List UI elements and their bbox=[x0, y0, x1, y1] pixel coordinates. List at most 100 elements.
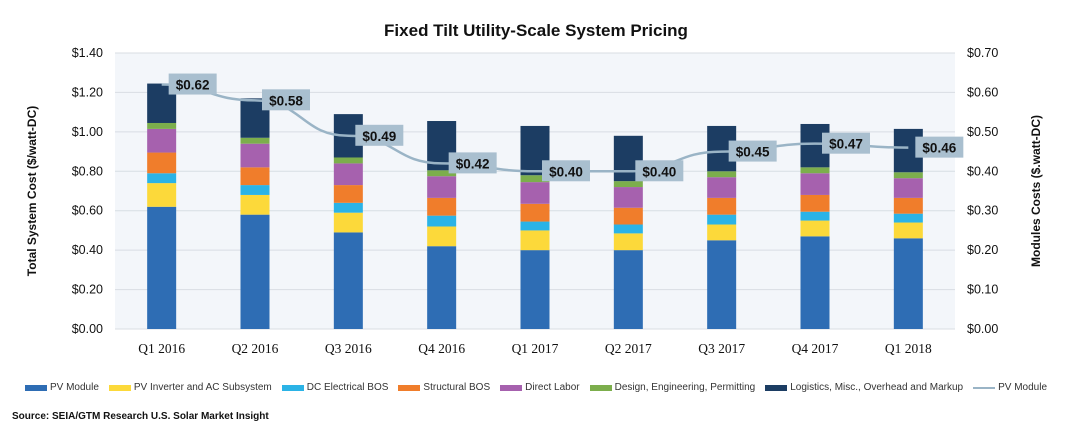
bar-segment-pv-module bbox=[333, 232, 363, 329]
legend-swatch bbox=[500, 384, 523, 391]
bar-segment-direct-labor bbox=[240, 143, 270, 168]
bar-segment-design-engineering-permitting bbox=[893, 172, 923, 179]
y2-tick-label: $0.20 bbox=[967, 243, 998, 257]
bar-segment-design-engineering-permitting bbox=[427, 170, 457, 177]
bar-segment-pv-module bbox=[613, 250, 643, 329]
legend-label: PV Module bbox=[49, 382, 99, 393]
bar-segment-direct-labor bbox=[800, 173, 830, 195]
bar-segment-pv-module bbox=[800, 236, 830, 329]
bar-segment-pv-inverter-and-ac-subsystem bbox=[147, 183, 177, 207]
bar-segment-structural-bos bbox=[240, 167, 270, 186]
chart-svg: Fixed Tilt Utility-Scale System Pricing … bbox=[25, 21, 1043, 356]
bar-segment-pv-inverter-and-ac-subsystem bbox=[520, 230, 550, 251]
legend-item: DC Electrical BOS bbox=[281, 382, 389, 393]
data-label-box bbox=[915, 136, 964, 158]
legend-item: Structural BOS bbox=[398, 382, 490, 393]
legend-label: Direct Labor bbox=[525, 382, 580, 393]
y2-tick-label: $0.10 bbox=[967, 283, 998, 297]
legend-swatch bbox=[765, 384, 788, 391]
bar-segment-dc-electrical-bos bbox=[147, 173, 177, 184]
legend-label: Design, Engineering, Permitting bbox=[614, 382, 756, 393]
y-tick-label: $0.80 bbox=[72, 164, 103, 178]
bar-segment-design-engineering-permitting bbox=[147, 122, 177, 129]
bar-segment-pv-inverter-and-ac-subsystem bbox=[240, 194, 270, 215]
legend-swatch bbox=[973, 386, 996, 389]
y2-tick-label: $0.70 bbox=[967, 46, 998, 60]
legend-swatch bbox=[24, 384, 47, 391]
y-tick-label: $0.60 bbox=[72, 204, 103, 218]
legend-label: Logistics, Misc., Overhead and Markup bbox=[790, 382, 964, 393]
bar-segment-dc-electrical-bos bbox=[240, 185, 270, 195]
chart-title: Fixed Tilt Utility-Scale System Pricing bbox=[384, 21, 688, 40]
x-tick-label: Q4 2016 bbox=[418, 341, 465, 356]
bar-segment-direct-labor bbox=[707, 177, 737, 198]
data-label: $0.58 bbox=[269, 93, 303, 108]
bar-segment-dc-electrical-bos bbox=[427, 215, 457, 227]
bar-segment-dc-electrical-bos bbox=[800, 211, 830, 221]
bar-segment-pv-inverter-and-ac-subsystem bbox=[427, 226, 457, 247]
y-tick-label: $1.20 bbox=[72, 85, 103, 99]
legend-label: DC Electrical BOS bbox=[306, 382, 389, 393]
bar-segment-design-engineering-permitting bbox=[613, 181, 643, 188]
legend-item: PV Module bbox=[973, 382, 1047, 393]
bar-segment-design-engineering-permitting bbox=[333, 157, 363, 164]
bar-segment-pv-module bbox=[147, 206, 177, 329]
bar-segment-dc-electrical-bos bbox=[520, 221, 550, 231]
bar-segment-pv-module bbox=[240, 214, 270, 329]
legend-item: PV Inverter and AC Subsystem bbox=[108, 382, 272, 393]
bar-segment-structural-bos bbox=[613, 207, 643, 225]
bar-segment-pv-module bbox=[893, 238, 923, 329]
x-tick-label: Q3 2016 bbox=[325, 341, 372, 356]
data-label-box bbox=[822, 132, 870, 154]
bar-segment-dc-electrical-bos bbox=[893, 213, 923, 223]
bar-segment-structural-bos bbox=[520, 203, 550, 222]
bar-segment-structural-bos bbox=[893, 197, 923, 214]
bar-segment-design-engineering-permitting bbox=[800, 167, 830, 174]
bar-segment-structural-bos bbox=[800, 194, 830, 212]
bar-segment-structural-bos bbox=[427, 197, 457, 216]
data-label-box bbox=[168, 73, 217, 95]
data-label-box bbox=[542, 160, 590, 182]
bar-segment-structural-bos bbox=[147, 152, 177, 174]
y-axis-label: Total System Cost ($/watt-DC) bbox=[25, 106, 39, 276]
y2-tick-label: $0.60 bbox=[967, 85, 998, 99]
source-note: Source: SEIA/GTM Research U.S. Solar Mar… bbox=[12, 411, 269, 422]
x-tick-label: Q1 2016 bbox=[138, 341, 185, 356]
bar-segment-direct-labor bbox=[147, 128, 177, 153]
legend-item: PV Module bbox=[24, 382, 99, 393]
legend-swatch bbox=[108, 384, 131, 391]
bar-segment-pv-module bbox=[707, 240, 737, 329]
legend-label: PV Inverter and AC Subsystem bbox=[133, 382, 272, 393]
y2-tick-label: $0.00 bbox=[967, 322, 998, 336]
x-tick-label: Q2 2017 bbox=[605, 341, 652, 356]
y2-tick-label: $0.50 bbox=[967, 125, 998, 139]
y-tick-label: $0.40 bbox=[72, 243, 103, 257]
bar-segment-pv-inverter-and-ac-subsystem bbox=[893, 222, 923, 239]
data-label: $0.40 bbox=[642, 164, 676, 179]
data-label-box bbox=[262, 89, 310, 111]
y-tick-label: $1.40 bbox=[72, 46, 103, 60]
legend-swatch bbox=[281, 384, 304, 391]
legend-swatch bbox=[398, 384, 421, 391]
legend-item: Direct Labor bbox=[500, 382, 580, 393]
data-label: $0.46 bbox=[922, 141, 956, 156]
bar-segment-pv-module bbox=[427, 246, 457, 329]
data-label-box bbox=[728, 140, 777, 162]
bar-segment-direct-labor bbox=[613, 187, 643, 208]
bar-segment-pv-inverter-and-ac-subsystem bbox=[800, 220, 830, 237]
bar-segment-dc-electrical-bos bbox=[333, 202, 363, 213]
bar-segment-design-engineering-permitting bbox=[520, 175, 550, 183]
legend-item: Logistics, Misc., Overhead and Markup bbox=[765, 382, 963, 393]
y2-axis-label: Modules Costs ($.watt-DC) bbox=[1029, 115, 1043, 267]
bar-segment-pv-inverter-and-ac-subsystem bbox=[613, 233, 643, 251]
legend-label: Structural BOS bbox=[423, 382, 491, 393]
y-tick-label: $0.20 bbox=[72, 283, 103, 297]
bar-segment-design-engineering-permitting bbox=[707, 171, 737, 178]
legend-swatch bbox=[589, 384, 612, 391]
bar-segment-direct-labor bbox=[427, 176, 457, 198]
legend-item: Design, Engineering, Permitting bbox=[589, 382, 756, 393]
x-tick-label: Q1 2017 bbox=[512, 341, 559, 356]
data-label: $0.62 bbox=[176, 78, 210, 93]
y2-tick-label: $0.40 bbox=[967, 164, 998, 178]
